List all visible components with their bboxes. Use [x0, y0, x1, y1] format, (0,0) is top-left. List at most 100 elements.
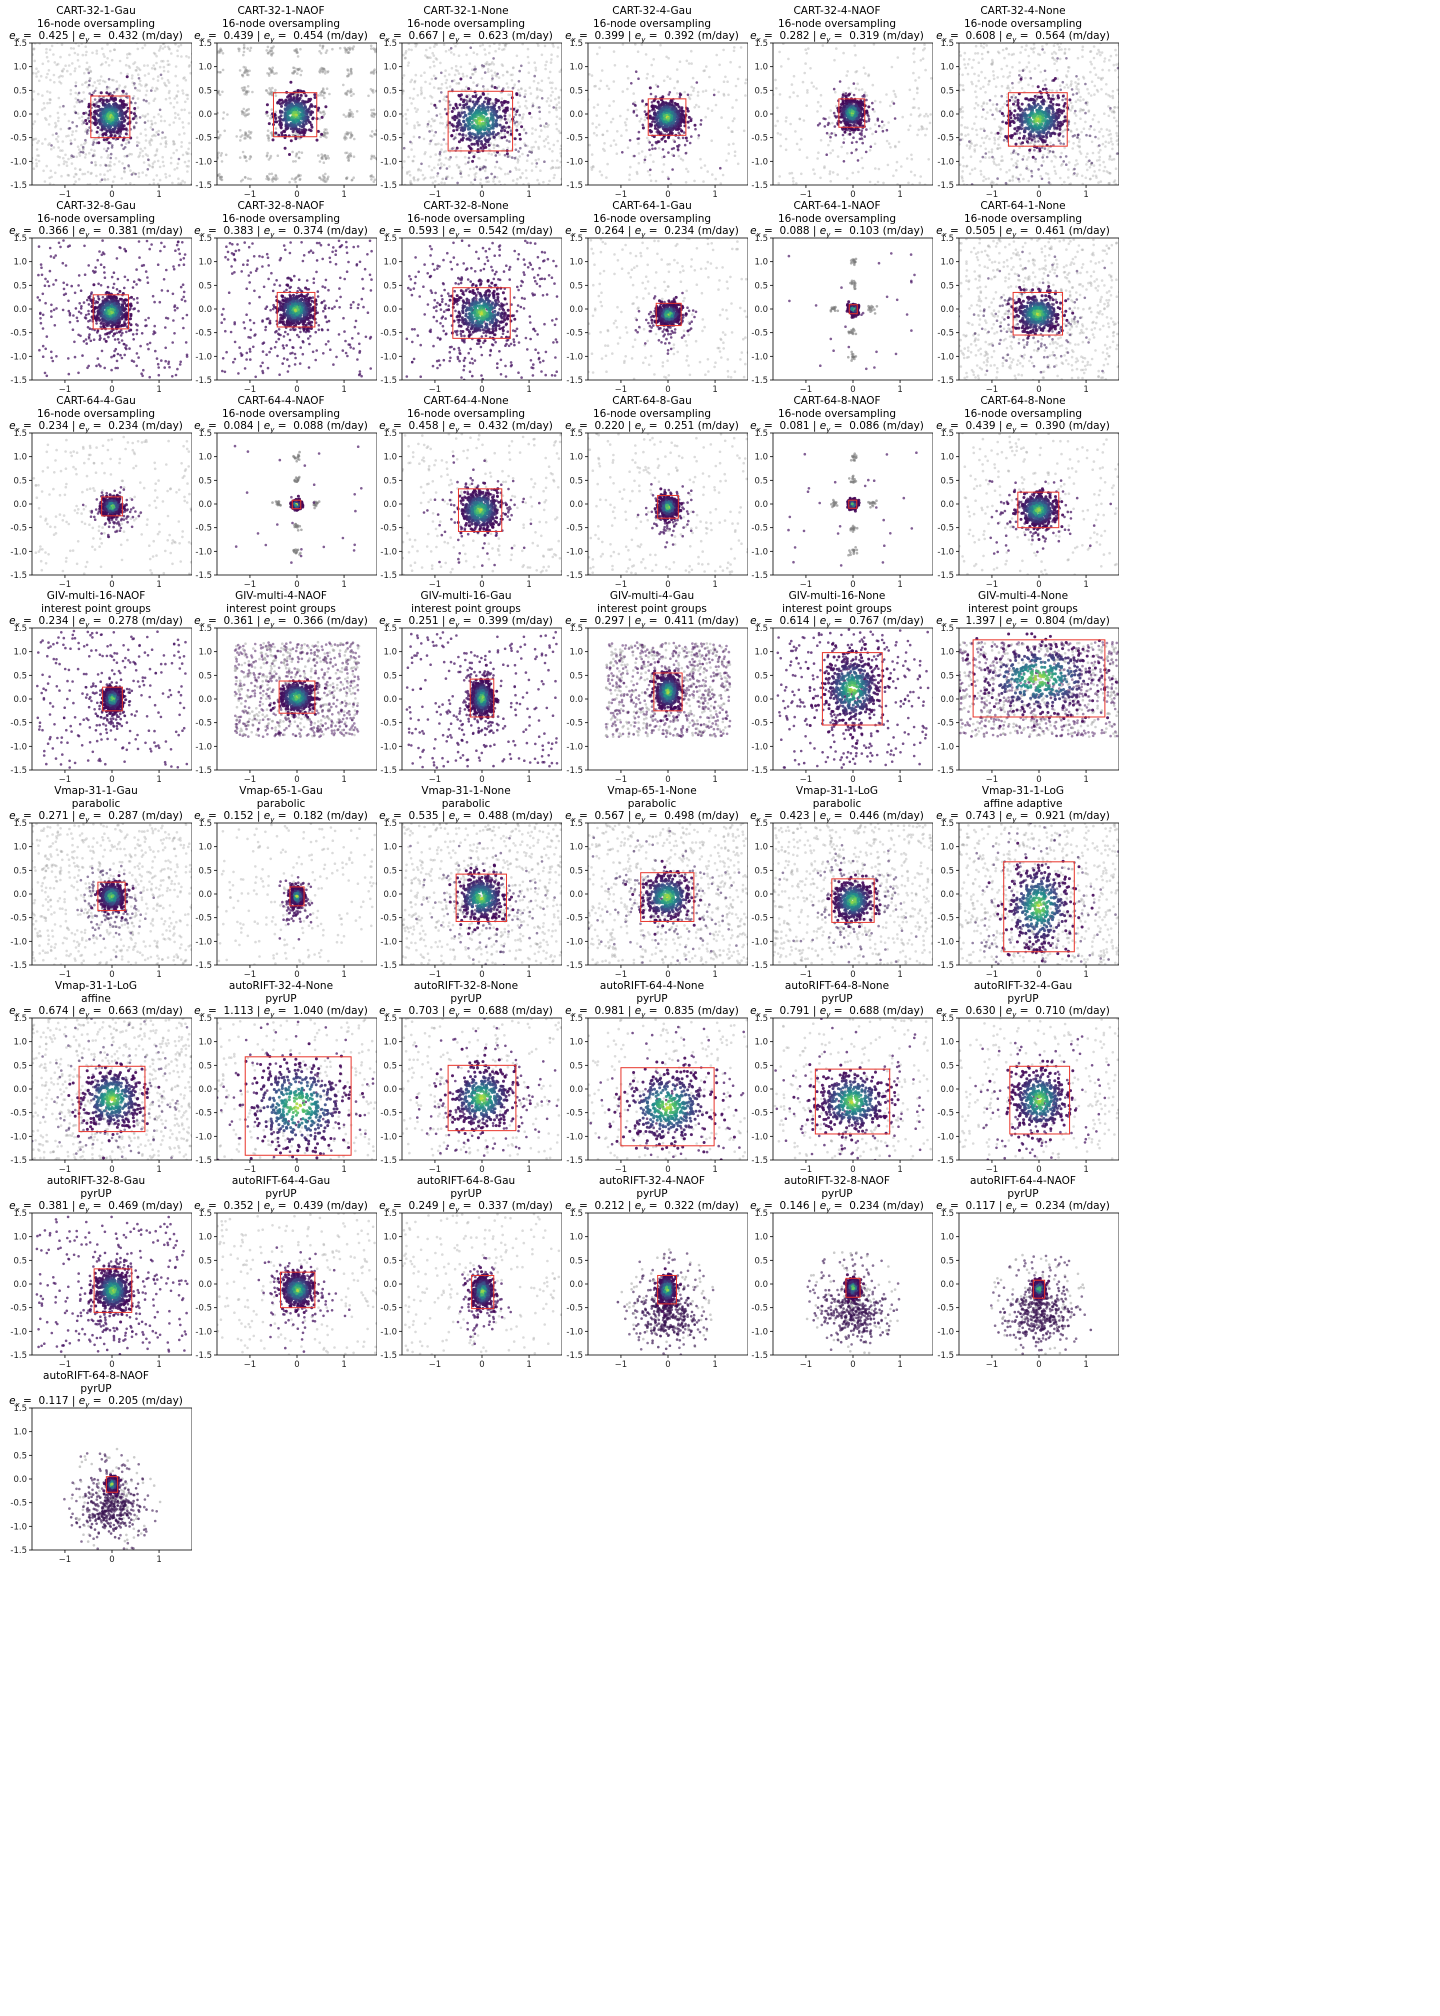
outlier-point — [457, 166, 460, 169]
outlier-point — [404, 117, 408, 121]
outlier-point — [74, 180, 77, 183]
outlier-point — [466, 161, 470, 164]
density-point — [671, 107, 675, 111]
density-point — [126, 122, 130, 126]
density-point — [686, 120, 690, 124]
outlier-point — [372, 154, 376, 158]
density-point — [474, 120, 478, 124]
density-point — [104, 109, 108, 113]
outlier-point — [852, 131, 855, 134]
outlier-point — [449, 156, 452, 159]
outlier-point — [187, 187, 190, 190]
density-point — [97, 105, 101, 108]
outlier-point — [912, 52, 915, 55]
outlier-point — [180, 141, 183, 144]
density-point — [298, 124, 302, 128]
outlier-point — [628, 173, 631, 177]
outlier-point — [464, 162, 467, 166]
outlier-point — [300, 69, 303, 73]
outlier-point — [450, 79, 454, 83]
outlier-point — [897, 140, 901, 144]
outlier-point — [540, 79, 544, 83]
outlier-point — [895, 160, 899, 164]
outlier-point — [320, 66, 323, 70]
outlier-point — [152, 182, 156, 185]
outlier-point — [295, 47, 298, 51]
outlier-point — [927, 158, 930, 161]
outlier-point — [355, 110, 359, 113]
outlier-point — [513, 156, 517, 160]
outlier-point — [547, 141, 550, 145]
outlier-point — [100, 178, 104, 181]
outlier-point — [241, 73, 244, 77]
y-tick-label: 1.5 — [198, 39, 212, 49]
outlier-point — [47, 123, 51, 126]
outlier-point — [173, 142, 176, 146]
outlier-point — [873, 123, 877, 126]
outlier-point — [598, 170, 602, 173]
outlier-point — [516, 157, 519, 161]
outlier-point — [244, 66, 247, 69]
density-point — [298, 96, 302, 100]
outlier-point — [164, 37, 167, 40]
density-point — [282, 129, 286, 133]
density-point — [109, 130, 112, 134]
outlier-point — [483, 71, 487, 74]
density-point — [457, 119, 461, 122]
outlier-point — [158, 47, 162, 50]
outlier-point — [270, 52, 274, 56]
outlier-point — [247, 73, 250, 77]
outlier-point — [588, 143, 591, 147]
outlier-point — [293, 66, 296, 70]
y-tick-label: -1.0 — [380, 157, 397, 167]
outlier-point — [558, 117, 562, 120]
outlier-point — [423, 71, 426, 74]
outlier-point — [419, 89, 423, 92]
outlier-point — [55, 137, 58, 141]
outlier-point — [548, 179, 551, 183]
density-point — [467, 87, 471, 91]
outlier-point — [464, 134, 468, 137]
outlier-point — [662, 163, 666, 166]
density-point — [499, 115, 503, 119]
outlier-point — [159, 45, 162, 48]
outlier-point — [59, 74, 62, 78]
outlier-point — [349, 67, 353, 71]
outlier-point — [677, 131, 680, 134]
outlier-point — [32, 47, 36, 51]
outlier-point — [498, 186, 501, 189]
outlier-point — [778, 50, 781, 54]
outlier-point — [448, 73, 451, 76]
outlier-point — [297, 174, 300, 178]
outlier-point — [710, 139, 713, 142]
outlier-point — [854, 87, 858, 90]
outlier-point — [729, 60, 732, 64]
density-point — [518, 133, 522, 136]
density-point — [304, 94, 308, 98]
outlier-point — [517, 80, 521, 83]
outlier-point — [243, 175, 247, 179]
outlier-point — [145, 99, 148, 103]
outlier-point — [444, 149, 447, 153]
outlier-point — [549, 99, 553, 102]
outlier-point — [646, 72, 649, 76]
outlier-point — [146, 64, 149, 67]
y-tick-label: -0.5 — [566, 134, 583, 144]
outlier-point — [406, 170, 409, 174]
density-point — [92, 103, 96, 107]
x-tick-label: 0 — [479, 190, 484, 199]
outlier-point — [372, 47, 375, 50]
density-point — [102, 103, 106, 107]
density-point — [671, 111, 675, 115]
density-point — [669, 99, 673, 103]
outlier-point — [76, 98, 80, 102]
outlier-point — [124, 142, 128, 145]
outlier-point — [818, 122, 822, 125]
outlier-point — [542, 124, 546, 128]
outlier-point — [80, 43, 83, 45]
outlier-point — [667, 93, 671, 96]
density-point — [457, 93, 461, 97]
outlier-point — [248, 136, 252, 139]
outlier-point — [73, 105, 76, 108]
outlier-point — [646, 170, 650, 173]
